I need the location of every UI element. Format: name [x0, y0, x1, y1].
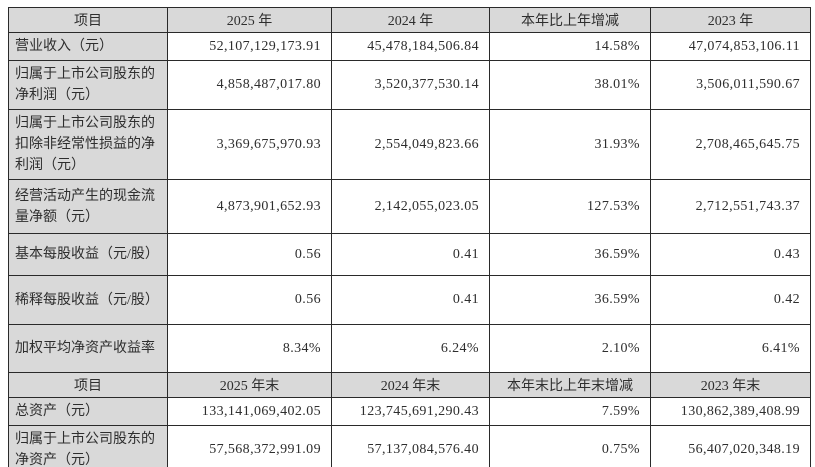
column-header-2025-end: 2025 年末 [167, 372, 332, 398]
value-cell: 2,712,551,743.37 [650, 179, 811, 234]
table-row-revenue: 营业收入（元） 52,107,129,173.91 45,478,184,506… [8, 32, 811, 61]
value-cell: 130,862,389,408.99 [650, 397, 811, 426]
value-cell: 0.41 [331, 275, 490, 325]
value-cell: 3,369,675,970.93 [167, 109, 332, 180]
row-label-cell: 稀释每股收益（元/股） [8, 275, 168, 325]
row-label-cell: 基本每股收益（元/股） [8, 233, 168, 276]
value-cell: 6.41% [650, 324, 811, 373]
row-label-cell: 归属于上市公司股东的扣除非经常性损益的净利润（元） [8, 109, 168, 180]
value-cell: 3,506,011,590.67 [650, 60, 811, 110]
value-cell: 2,554,049,823.66 [331, 109, 490, 180]
value-cell: 57,568,372,991.09 [167, 425, 332, 467]
value-cell: 0.56 [167, 275, 332, 325]
column-header-item: 项目 [8, 372, 168, 398]
value-cell: 2,142,055,023.05 [331, 179, 490, 234]
value-cell: 3,520,377,530.14 [331, 60, 490, 110]
column-header-2023-end: 2023 年末 [650, 372, 811, 398]
value-cell: 38.01% [489, 60, 651, 110]
value-cell: 0.75% [489, 425, 651, 467]
column-header-item: 项目 [8, 7, 168, 33]
value-cell: 7.59% [489, 397, 651, 426]
value-cell: 52,107,129,173.91 [167, 32, 332, 61]
column-header-2024: 2024 年 [331, 7, 490, 33]
row-label-cell: 营业收入（元） [8, 32, 168, 61]
table-row-net-profit-excl-nonrecurring: 归属于上市公司股东的扣除非经常性损益的净利润（元） 3,369,675,970.… [8, 109, 811, 180]
row-label-cell: 加权平均净资产收益率 [8, 324, 168, 373]
value-cell: 0.43 [650, 233, 811, 276]
column-header-period-end-change: 本年末比上年末增减 [489, 372, 651, 398]
value-cell: 2.10% [489, 324, 651, 373]
row-label-cell: 归属于上市公司股东的净利润（元） [8, 60, 168, 110]
value-cell: 2,708,465,645.75 [650, 109, 811, 180]
value-cell: 31.93% [489, 109, 651, 180]
value-cell: 36.59% [489, 275, 651, 325]
column-header-yoy-change: 本年比上年增减 [489, 7, 651, 33]
header-row-period-end: 项目 2025 年末 2024 年末 本年末比上年末增减 2023 年末 [8, 372, 811, 398]
row-label-cell: 总资产（元） [8, 397, 168, 426]
value-cell: 0.41 [331, 233, 490, 276]
value-cell: 47,074,853,106.11 [650, 32, 811, 61]
value-cell: 0.56 [167, 233, 332, 276]
column-header-2023: 2023 年 [650, 7, 811, 33]
value-cell: 14.58% [489, 32, 651, 61]
value-cell: 6.24% [331, 324, 490, 373]
table-row-basic-eps: 基本每股收益（元/股） 0.56 0.41 36.59% 0.43 [8, 233, 811, 276]
table-row-operating-cash-flow: 经营活动产生的现金流量净额（元） 4,873,901,652.93 2,142,… [8, 179, 811, 234]
value-cell: 36.59% [489, 233, 651, 276]
header-row-annual: 项目 2025 年 2024 年 本年比上年增减 2023 年 [8, 7, 811, 33]
value-cell: 4,873,901,652.93 [167, 179, 332, 234]
table-row-net-assets: 归属于上市公司股东的净资产（元） 57,568,372,991.09 57,13… [8, 425, 811, 467]
value-cell: 57,137,084,576.40 [331, 425, 490, 467]
table-row-total-assets: 总资产（元） 133,141,069,402.05 123,745,691,29… [8, 397, 811, 426]
row-label-cell: 经营活动产生的现金流量净额（元） [8, 179, 168, 234]
value-cell: 45,478,184,506.84 [331, 32, 490, 61]
value-cell: 56,407,020,348.19 [650, 425, 811, 467]
table-row-diluted-eps: 稀释每股收益（元/股） 0.56 0.41 36.59% 0.42 [8, 275, 811, 325]
table-row-net-profit: 归属于上市公司股东的净利润（元） 4,858,487,017.80 3,520,… [8, 60, 811, 110]
value-cell: 4,858,487,017.80 [167, 60, 332, 110]
column-header-2025: 2025 年 [167, 7, 332, 33]
table-row-weighted-avg-roe: 加权平均净资产收益率 8.34% 6.24% 2.10% 6.41% [8, 324, 811, 373]
financial-summary-table: 项目 2025 年 2024 年 本年比上年增减 2023 年 营业收入（元） … [8, 7, 811, 467]
row-label-cell: 归属于上市公司股东的净资产（元） [8, 425, 168, 467]
value-cell: 8.34% [167, 324, 332, 373]
value-cell: 123,745,691,290.43 [331, 397, 490, 426]
value-cell: 0.42 [650, 275, 811, 325]
value-cell: 133,141,069,402.05 [167, 397, 332, 426]
column-header-2024-end: 2024 年末 [331, 372, 490, 398]
value-cell: 127.53% [489, 179, 651, 234]
